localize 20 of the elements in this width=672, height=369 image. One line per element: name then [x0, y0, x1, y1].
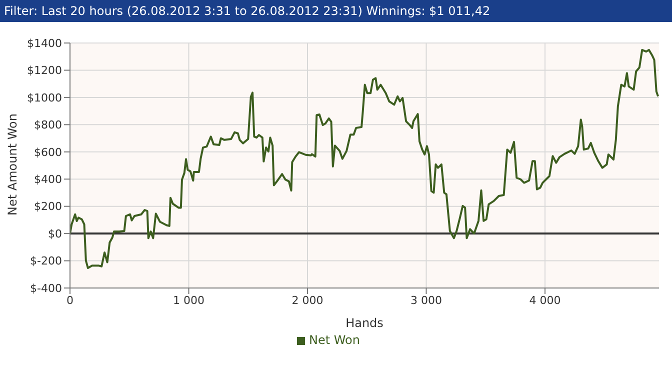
y-tick-label: $800 [34, 118, 62, 132]
y-tick-label: $1000 [27, 91, 62, 104]
y-tick-label: $400 [34, 173, 62, 186]
y-tick-label: $-200 [30, 254, 62, 268]
y-axis-title: Net Amount Won [5, 114, 20, 216]
x-tick-label: 2 000 [292, 294, 324, 307]
line-series [70, 48, 659, 269]
x-tick-label: 3 000 [410, 294, 442, 307]
chart-title: Filter: Last 20 hours (26.08.2012 3:31 to 26.08.2012 23:31) Winnings: $1 011,42 [0, 0, 672, 22]
legend-label: Net Won [309, 333, 360, 347]
y-tick-label: $1400 [27, 36, 62, 50]
x-tick-label: 4 000 [529, 294, 561, 307]
y-tick-label: $600 [34, 146, 62, 159]
y-tick-label: $0 [48, 227, 62, 240]
x-tick-label: 1 000 [173, 294, 204, 307]
x-axis-title: Hands [346, 316, 384, 330]
y-tick-label: $200 [34, 200, 62, 214]
y-tick-label: $-400 [30, 282, 62, 295]
x-tick-label: 0 [66, 294, 74, 307]
y-tick-label: $1200 [27, 64, 62, 78]
